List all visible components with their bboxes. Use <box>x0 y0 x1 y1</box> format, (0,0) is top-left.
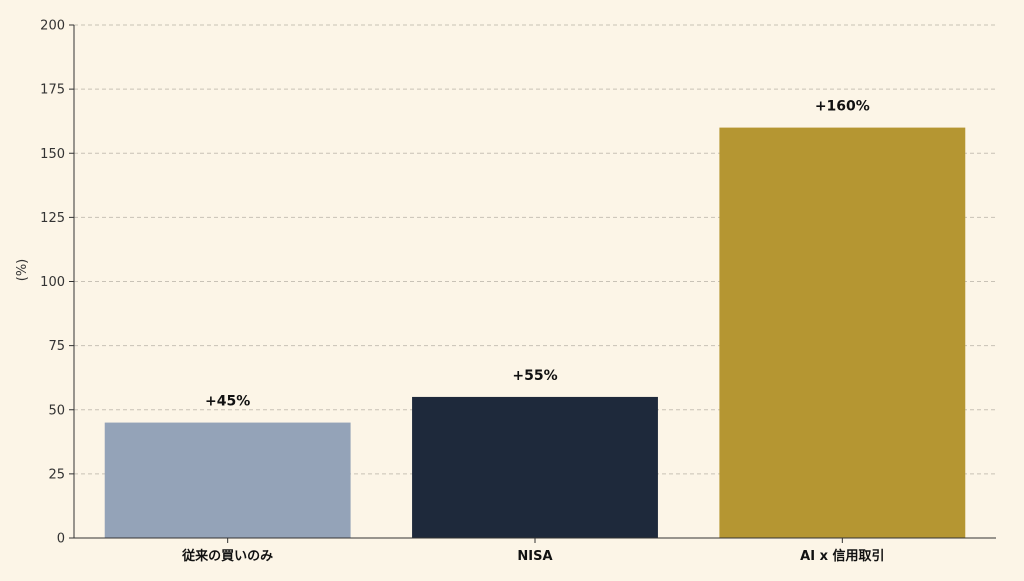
y-axis-title: (%) <box>15 259 30 282</box>
y-tick-label: 50 <box>48 403 65 418</box>
bars <box>104 127 966 538</box>
y-tick-label: 25 <box>48 467 65 482</box>
y-tick-label: 75 <box>48 339 65 354</box>
data-label: +160% <box>815 99 870 115</box>
data-label: +45% <box>205 394 250 410</box>
y-tick-label: 200 <box>40 19 65 34</box>
labels: 0 25 50 75 100 125 150 175 200 従来の買いのみ +45% NISA +55… <box>40 19 884 565</box>
y-tick-label: 175 <box>40 83 65 98</box>
y-tick-label: 0 <box>57 532 65 547</box>
y-tick-label: 100 <box>40 275 65 290</box>
bar <box>719 127 966 538</box>
axes <box>69 24 996 543</box>
x-tick-label: AI x 信用取引 <box>800 548 884 564</box>
bar <box>104 422 351 538</box>
y-tick-label: 150 <box>40 147 65 162</box>
bar <box>412 396 658 538</box>
y-tick-label: 125 <box>40 211 65 226</box>
x-tick-label: 従来の買いのみ <box>181 548 273 564</box>
data-label: +55% <box>512 368 557 384</box>
x-tick-label: NISA <box>517 549 552 564</box>
